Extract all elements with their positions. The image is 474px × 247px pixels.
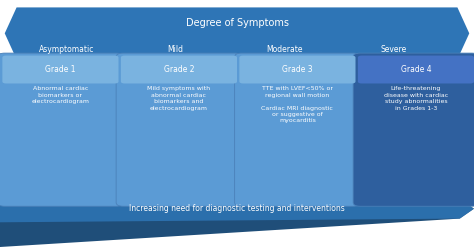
FancyBboxPatch shape <box>239 56 356 83</box>
Text: Mild: Mild <box>167 45 183 54</box>
Text: Grade 4: Grade 4 <box>401 65 431 74</box>
Text: Moderate: Moderate <box>266 45 303 54</box>
Text: Asymptomatic: Asymptomatic <box>39 45 94 54</box>
Text: Life-threatening
disease with cardiac
study abnormalities
in Grades 1-3: Life-threatening disease with cardiac st… <box>384 86 448 111</box>
Text: Severe: Severe <box>380 45 407 54</box>
Polygon shape <box>5 7 469 59</box>
Polygon shape <box>0 199 474 247</box>
Polygon shape <box>0 199 474 222</box>
Text: Abnormal cardiac
biomarkers or
electrocardiogram: Abnormal cardiac biomarkers or electroca… <box>31 86 90 104</box>
FancyBboxPatch shape <box>358 56 474 83</box>
Text: Grade 1: Grade 1 <box>45 65 76 74</box>
FancyBboxPatch shape <box>116 53 242 206</box>
Text: Degree of Symptoms: Degree of Symptoms <box>185 19 289 28</box>
Text: Grade 2: Grade 2 <box>164 65 194 74</box>
FancyBboxPatch shape <box>235 53 360 206</box>
Text: Grade 3: Grade 3 <box>282 65 313 74</box>
FancyBboxPatch shape <box>353 53 474 206</box>
FancyBboxPatch shape <box>2 56 118 83</box>
Text: Mild symptoms with
abnormal cardiac
biomarkers and
electrocardiogram: Mild symptoms with abnormal cardiac biom… <box>147 86 210 111</box>
Text: TTE with LVEF<50% or
regional wall motion

Cardiac MRI diagnostic
or suggestive : TTE with LVEF<50% or regional wall motio… <box>262 86 333 124</box>
FancyBboxPatch shape <box>0 53 123 206</box>
FancyBboxPatch shape <box>121 56 237 83</box>
Text: Increasing need for diagnostic testing and interventions: Increasing need for diagnostic testing a… <box>129 204 345 213</box>
